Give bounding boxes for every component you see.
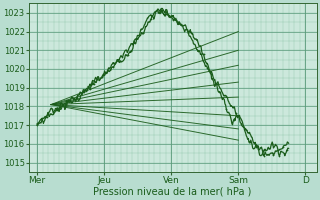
X-axis label: Pression niveau de la mer( hPa ): Pression niveau de la mer( hPa ) (93, 187, 252, 197)
